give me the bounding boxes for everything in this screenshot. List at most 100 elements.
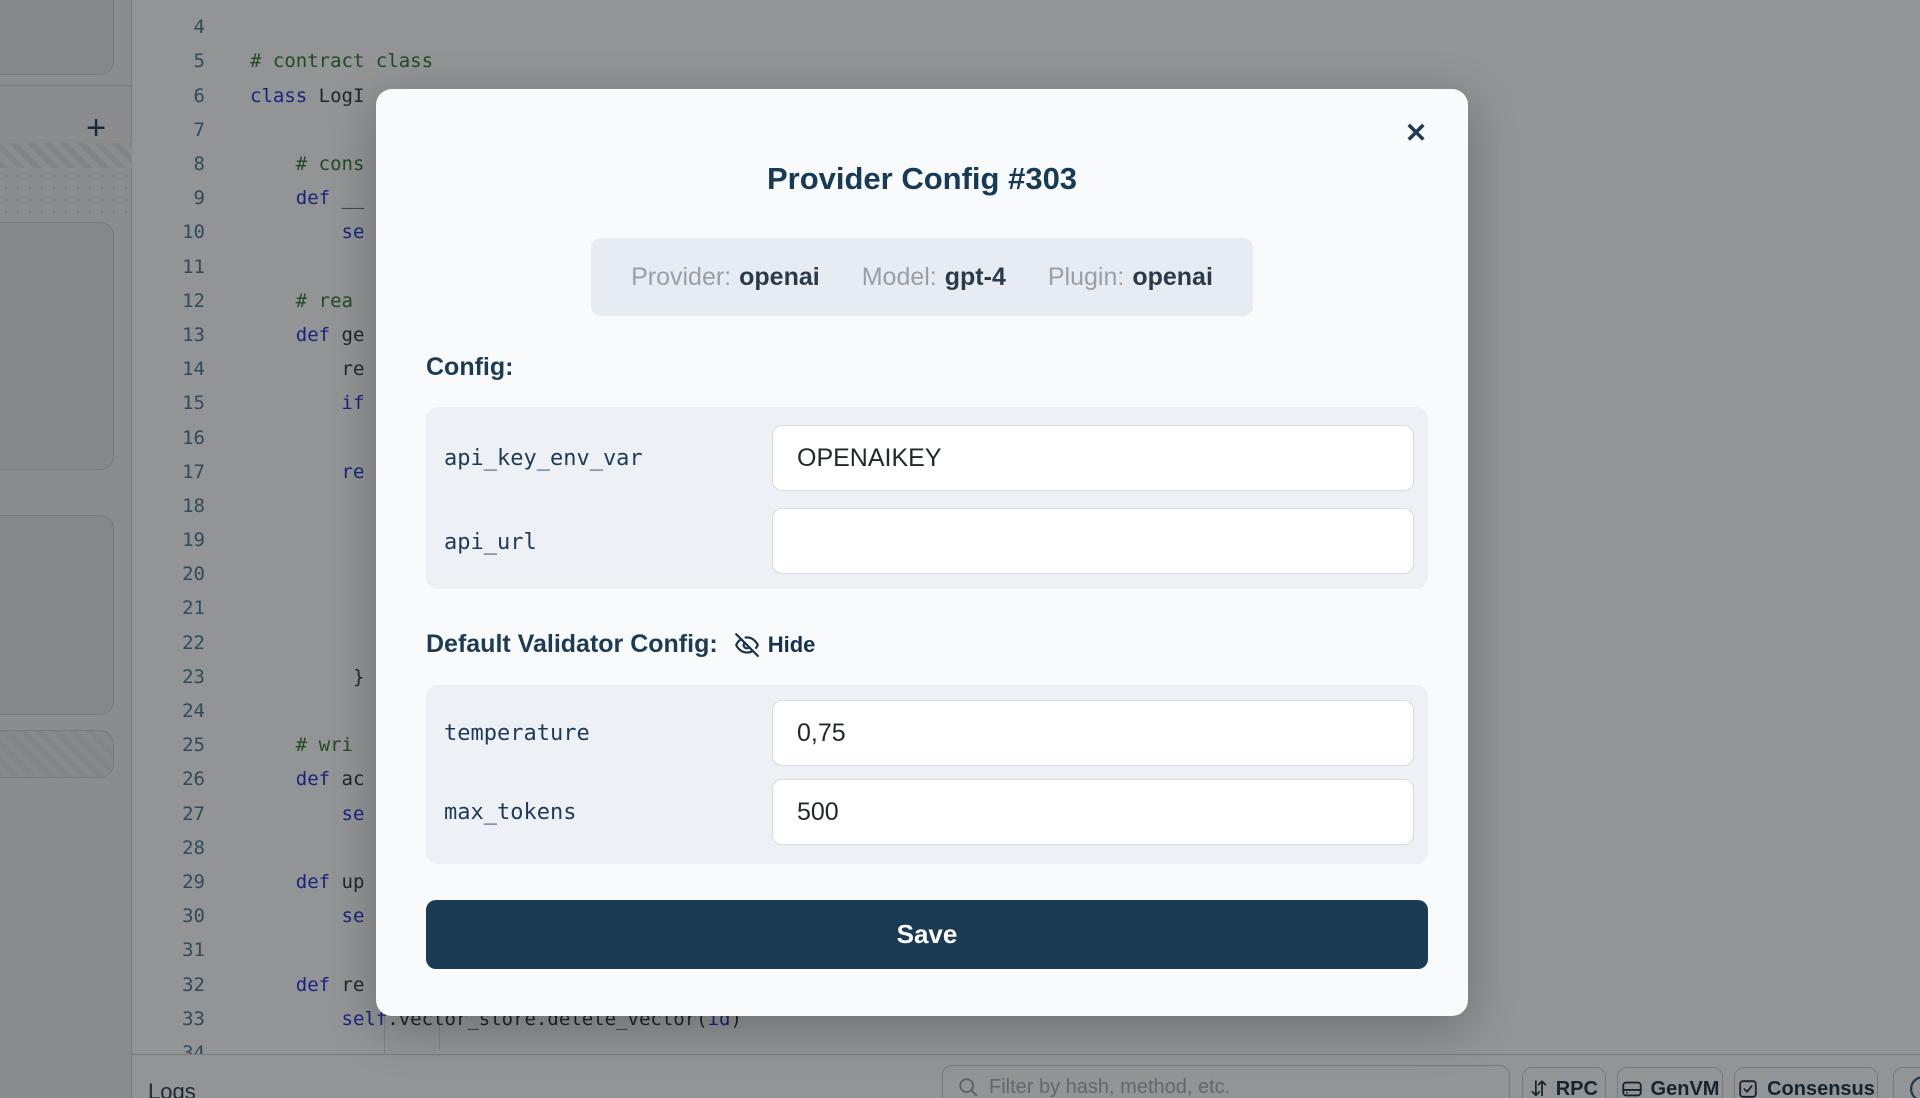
config-panel: api_key_env_var api_url bbox=[426, 407, 1428, 589]
code-text: def re bbox=[295, 973, 365, 996]
code-line: 20 bbox=[132, 557, 1920, 591]
code-line: 6 class LogI bbox=[132, 79, 1920, 113]
code-text: def __ bbox=[295, 187, 365, 210]
add-button[interactable]: + bbox=[86, 109, 106, 147]
line-number: 9 bbox=[193, 187, 205, 210]
code-line: 16 bbox=[132, 420, 1920, 454]
code-text: # wri bbox=[295, 734, 353, 757]
close-icon[interactable]: ✕ bbox=[1404, 118, 1428, 148]
code-text: re bbox=[341, 460, 365, 483]
code-text: se bbox=[341, 221, 365, 244]
logs-filter[interactable] bbox=[942, 1065, 1510, 1098]
line-number: 20 bbox=[182, 563, 205, 586]
api-key-env-var-label: api_key_env_var bbox=[444, 446, 643, 471]
model-label: Model: bbox=[861, 262, 937, 291]
genvm-button[interactable]: GenVM bbox=[1617, 1067, 1723, 1098]
line-number: 31 bbox=[182, 939, 205, 962]
code-line: 12 # rea bbox=[132, 284, 1920, 318]
code-line: 9 def __ bbox=[132, 181, 1920, 215]
sidebar-card[interactable] bbox=[0, 515, 114, 715]
rpc-button[interactable]: ⇵ RPC bbox=[1522, 1067, 1606, 1098]
provider-config-modal: ✕ Provider Config #303 Provider: openai M… bbox=[376, 89, 1468, 1016]
sidebar-divider bbox=[0, 85, 132, 86]
line-number: 27 bbox=[182, 802, 205, 825]
code-line: 24 bbox=[132, 694, 1920, 728]
code-line: 28 bbox=[132, 831, 1920, 865]
genvm-button-label: GenVM bbox=[1650, 1077, 1720, 1098]
drive-icon bbox=[1621, 1081, 1642, 1097]
line-number: 30 bbox=[182, 905, 205, 928]
code-text: class LogI bbox=[250, 84, 365, 107]
code-line: 25 # wri bbox=[132, 728, 1920, 762]
line-number: 19 bbox=[182, 529, 205, 552]
code-text: re bbox=[250, 358, 365, 381]
checkbox-icon bbox=[1739, 1080, 1757, 1098]
line-number: 13 bbox=[182, 323, 205, 346]
code-line: 29 def up bbox=[132, 865, 1920, 899]
code-line: 15 if bbox=[132, 386, 1920, 420]
code-line: 3 bbox=[132, 0, 1920, 10]
config-heading: Config: bbox=[426, 353, 514, 381]
api-url-label: api_url bbox=[444, 530, 537, 555]
code-text: # contract class bbox=[250, 50, 434, 73]
line-number: 24 bbox=[182, 700, 205, 723]
line-number: 34 bbox=[182, 1041, 205, 1054]
provider-item: Provider: openai bbox=[631, 263, 820, 292]
info-button[interactable] bbox=[1893, 1067, 1920, 1098]
line-number: 32 bbox=[182, 973, 205, 996]
code-line: 21 bbox=[132, 591, 1920, 625]
temperature-input[interactable] bbox=[772, 700, 1414, 766]
consensus-button[interactable]: Consensus bbox=[1734, 1067, 1878, 1098]
line-number: 28 bbox=[182, 836, 205, 859]
logs-panel: Logs ⇵ RPC GenVM Consensus bbox=[132, 1054, 1920, 1098]
line-number: 25 bbox=[182, 734, 205, 757]
logs-filter-input[interactable] bbox=[989, 1075, 1495, 1098]
line-number: 14 bbox=[182, 358, 205, 381]
line-number: 12 bbox=[182, 289, 205, 312]
save-button[interactable]: Save bbox=[426, 900, 1428, 969]
sidebar-card[interactable] bbox=[0, 730, 114, 778]
code-text: if bbox=[341, 392, 365, 415]
validator-config-header: Default Validator Config: Hide bbox=[426, 630, 815, 659]
sidebar-card[interactable] bbox=[0, 222, 114, 470]
api-key-env-var-input[interactable] bbox=[772, 425, 1414, 491]
line-number: 33 bbox=[182, 1007, 205, 1030]
code-line: 27 se bbox=[132, 797, 1920, 831]
line-number: 16 bbox=[182, 426, 205, 449]
logs-title: Logs bbox=[148, 1079, 196, 1098]
code-line: 26 def ac bbox=[132, 762, 1920, 796]
model-item: Model: gpt-4 bbox=[862, 263, 1006, 292]
line-number: 8 bbox=[193, 153, 205, 176]
code-line: 8 # cons bbox=[132, 147, 1920, 181]
temperature-label: temperature bbox=[444, 721, 590, 746]
code-line: 5 # contract class bbox=[132, 44, 1920, 78]
code-line: 10 se bbox=[132, 215, 1920, 249]
line-number: 15 bbox=[182, 392, 205, 415]
line-number: 11 bbox=[182, 255, 205, 278]
info-icon bbox=[1910, 1076, 1920, 1098]
line-number: 22 bbox=[182, 631, 205, 654]
code-line: 19 bbox=[132, 523, 1920, 557]
code-text: se bbox=[341, 905, 365, 928]
max-tokens-input[interactable] bbox=[772, 779, 1414, 845]
hide-toggle[interactable]: Hide bbox=[734, 632, 815, 658]
code-line: 4 bbox=[132, 10, 1920, 44]
line-number: 3 bbox=[132, 0, 205, 4]
provider-summary-bar: Provider: openai Model: gpt-4 Plugin: opena… bbox=[591, 238, 1253, 316]
rpc-button-label: RPC bbox=[1555, 1077, 1598, 1098]
line-number: 5 bbox=[193, 50, 205, 73]
sidebar-card[interactable] bbox=[0, 0, 114, 75]
line-number: 26 bbox=[182, 768, 205, 791]
sidebar-hatch-band bbox=[0, 143, 132, 168]
line-number: 21 bbox=[182, 597, 205, 620]
search-icon bbox=[959, 1078, 978, 1097]
sidebar-dots-band bbox=[0, 170, 132, 220]
line-number: 23 bbox=[182, 665, 205, 688]
validator-config-heading: Default Validator Config: bbox=[426, 630, 718, 658]
code-line: 32 def re bbox=[132, 967, 1920, 1001]
api-url-input[interactable] bbox=[772, 508, 1414, 574]
code-line: 18 bbox=[132, 489, 1920, 523]
line-number: 10 bbox=[182, 221, 205, 244]
provider-label: Provider: bbox=[631, 262, 732, 291]
